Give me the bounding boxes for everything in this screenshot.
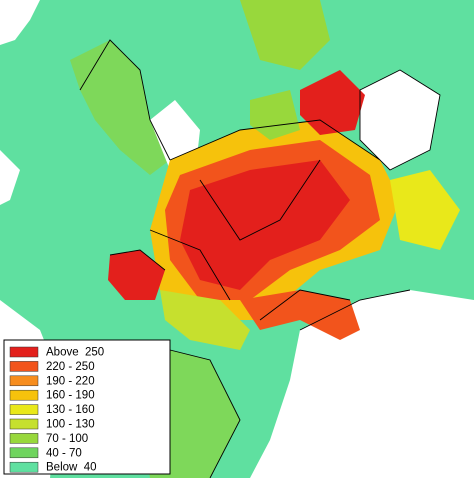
legend-swatch: [9, 389, 39, 401]
legend-label: Above 250: [46, 347, 104, 359]
legend-swatch: [9, 461, 39, 473]
legend-label: 70 - 100: [46, 433, 88, 445]
area-above-250: [108, 250, 165, 300]
legend-label: 190 - 220: [46, 375, 95, 387]
land: [240, 0, 330, 70]
sea: [250, 290, 474, 478]
legend-swatch: [9, 361, 39, 372]
legend-label: 100 - 130: [46, 419, 95, 431]
sea: [0, 0, 40, 45]
legend-swatch: [9, 418, 39, 430]
legend-label: 220 - 250: [46, 361, 95, 373]
sea: [360, 70, 440, 170]
legend-swatch: [9, 375, 39, 387]
area-above-250: [180, 160, 350, 290]
legend-swatch: [9, 447, 39, 459]
area-130-160: [390, 170, 460, 250]
area-100-130: [160, 290, 250, 350]
legend-label: 130 - 160: [46, 404, 95, 416]
legend-swatch: [9, 433, 39, 444]
sea: [0, 150, 20, 205]
legend-swatch: [9, 404, 39, 415]
legend-label: 160 - 190: [46, 390, 95, 402]
area-above-250: [300, 70, 365, 135]
legend-label: Below 40: [46, 462, 97, 474]
legend-swatch: [9, 346, 39, 358]
scandinavia: [70, 40, 170, 175]
area-220-250: [240, 290, 360, 340]
legend-label: 40 - 70: [46, 447, 82, 459]
